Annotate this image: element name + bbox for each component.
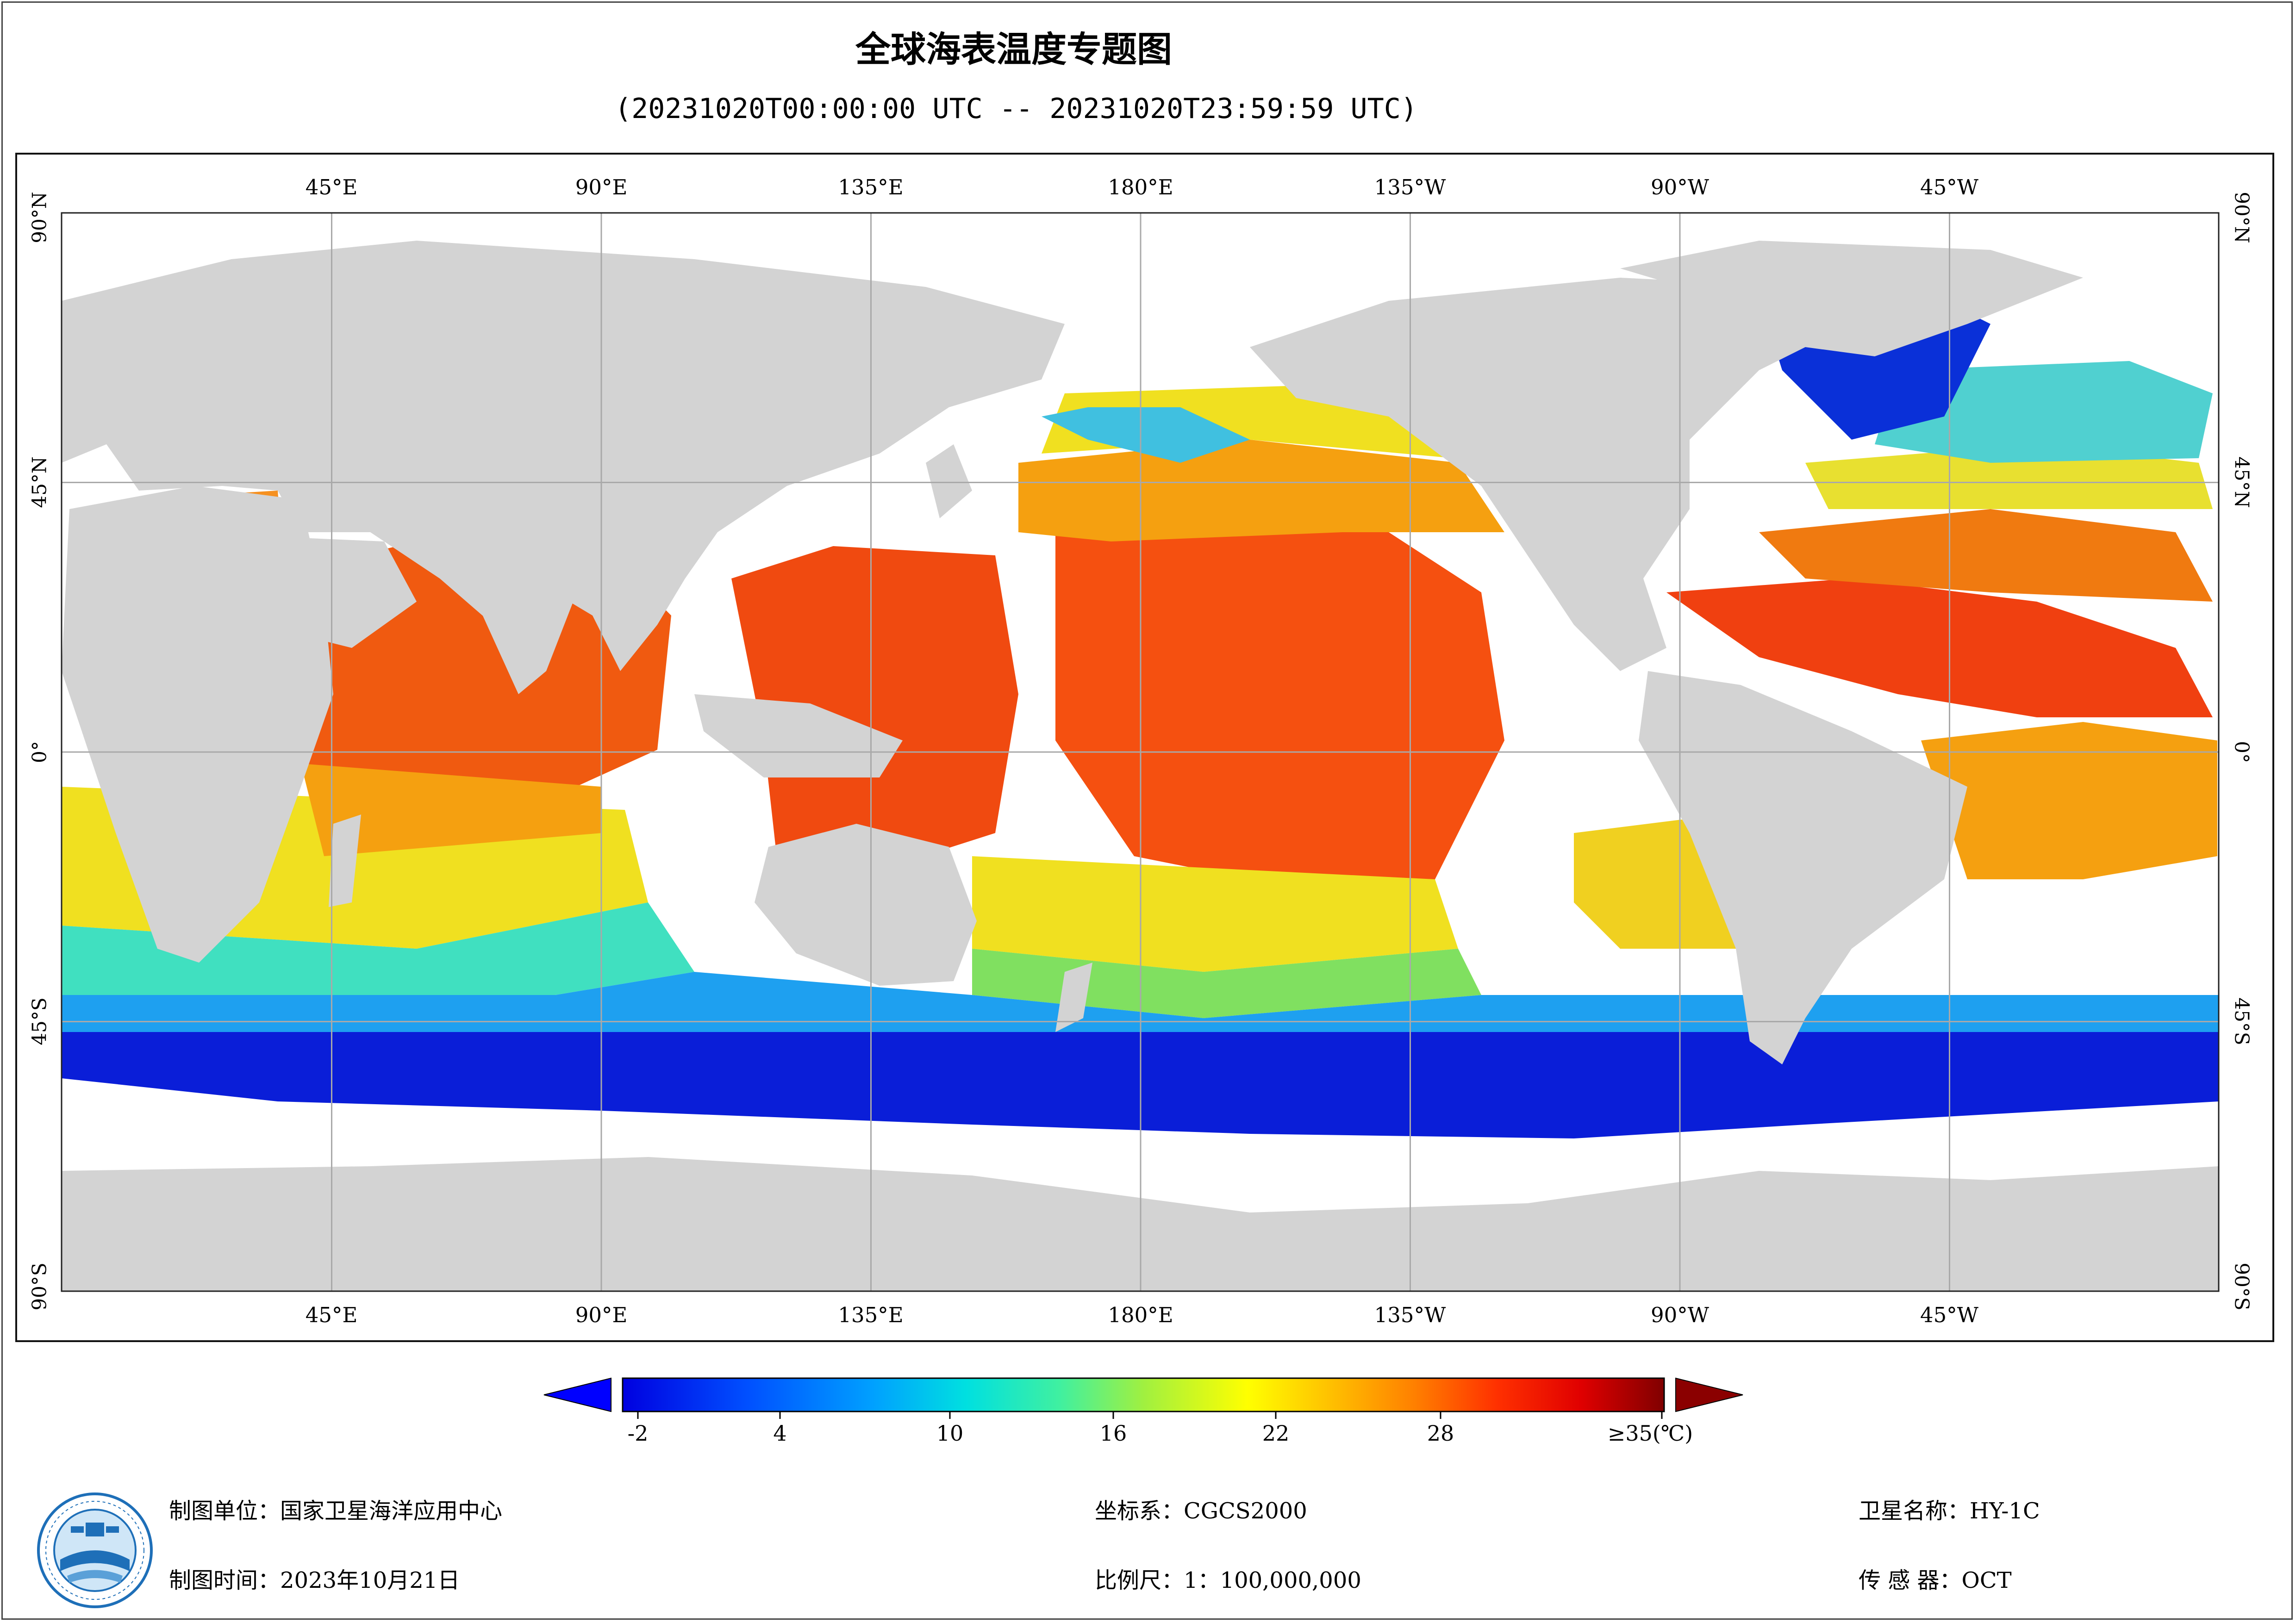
land-svalbard-arctic — [324, 250, 440, 287]
lat-label-right: 90°N — [2230, 192, 2253, 243]
lat-label-right: 45°S — [2230, 997, 2253, 1045]
lat-label-left: 45°N — [28, 456, 51, 508]
lon-label-bottom: 45°W — [1920, 1303, 1979, 1327]
land-indonesia — [694, 694, 903, 777]
land-africa — [62, 486, 333, 963]
legend-tick-label: 10 — [936, 1421, 964, 1446]
sensor-name: 传 感 器：OCT — [1859, 1567, 2012, 1593]
lon-label-top: 135°W — [1374, 175, 1446, 199]
lat-label-right: 90°S — [2230, 1262, 2253, 1311]
land-new-zealand — [1055, 963, 1092, 1032]
lat-label-left: 0° — [28, 741, 51, 763]
lon-label-bottom: 90°E — [575, 1303, 628, 1327]
lat-label-left: 90°N — [28, 192, 51, 243]
land-arabia — [278, 537, 417, 648]
lon-label-bottom: 135°W — [1374, 1303, 1446, 1327]
lat-label-right: 45°N — [2230, 456, 2253, 508]
lon-label-top: 135°E — [838, 175, 904, 199]
land-north-america — [1250, 278, 1852, 671]
land-madagascar — [329, 815, 361, 907]
sst-band-pacific-west-warm — [731, 546, 1018, 870]
satellite-name: 卫星名称：HY-1C — [1859, 1498, 2040, 1524]
lon-label-top: 90°W — [1650, 175, 1710, 199]
lon-label-top: 45°W — [1920, 175, 1979, 199]
lat-label-left: 90°S — [28, 1262, 51, 1311]
sst-band-atlantic-equator-orange — [1921, 722, 2217, 879]
land-japan — [926, 444, 972, 518]
legend-tick-label: 16 — [1099, 1421, 1127, 1446]
coordinate-system: 坐标系：CGCS2000 — [1095, 1498, 1307, 1524]
time-range-subtitle: (20231020T00:00:00 UTC -- 20231020T23:59… — [615, 93, 1417, 125]
lon-label-top: 90°E — [575, 175, 628, 199]
map-border — [61, 212, 2220, 1292]
lat-label-right: 0° — [2230, 741, 2253, 763]
sst-band-pacific-north-cool — [1042, 407, 1250, 463]
nsoas-logo-icon — [37, 1492, 153, 1608]
lon-label-bottom: 180°E — [1108, 1303, 1173, 1327]
map-frame — [15, 153, 2274, 1342]
sst-band-south-green-pacific — [972, 949, 1481, 1018]
land-south-america — [1639, 671, 1967, 1064]
land-australia — [755, 824, 977, 986]
lon-label-top: 45°E — [305, 175, 358, 199]
sst-band-atlantic-north-orange — [1759, 509, 2213, 602]
sst-band-east-africa-south — [301, 764, 602, 856]
lon-label-bottom: 135°E — [838, 1303, 904, 1327]
legend-tick-label: ≥35(℃) — [1607, 1421, 1693, 1446]
lon-label-top: 180°E — [1108, 175, 1173, 199]
sst-band-atlantic-north-hot — [1666, 578, 2213, 717]
mapping-time: 制图时间：2023年10月21日 — [169, 1567, 460, 1593]
lon-label-bottom: 45°E — [305, 1303, 358, 1327]
lon-label-bottom: 90°W — [1650, 1303, 1710, 1327]
sst-band-south-cyan — [62, 902, 694, 995]
sst-band-pacific-central-warm — [1055, 518, 1504, 879]
land-india — [472, 588, 579, 694]
graticule — [62, 213, 2219, 1291]
map-scale: 比例尺：1：100,000,000 — [1095, 1567, 1361, 1593]
land-eurasia — [62, 241, 1065, 671]
sst-band-atlantic-north-yellow — [1805, 444, 2213, 509]
land-greenland — [1620, 241, 2083, 356]
legend-tick-label: 4 — [773, 1421, 787, 1446]
legend-tick-label: -2 — [627, 1421, 649, 1446]
mapping-unit: 制图单位：国家卫星海洋应用中心 — [169, 1498, 503, 1524]
map-title: 全球海表温度专题图 — [855, 29, 1172, 70]
legend-tick-label: 22 — [1262, 1421, 1290, 1446]
lat-label-left: 45°S — [28, 997, 51, 1045]
sst-band-south-pacific-yellow — [972, 856, 1458, 972]
legend-tick-label: 28 — [1427, 1421, 1454, 1446]
